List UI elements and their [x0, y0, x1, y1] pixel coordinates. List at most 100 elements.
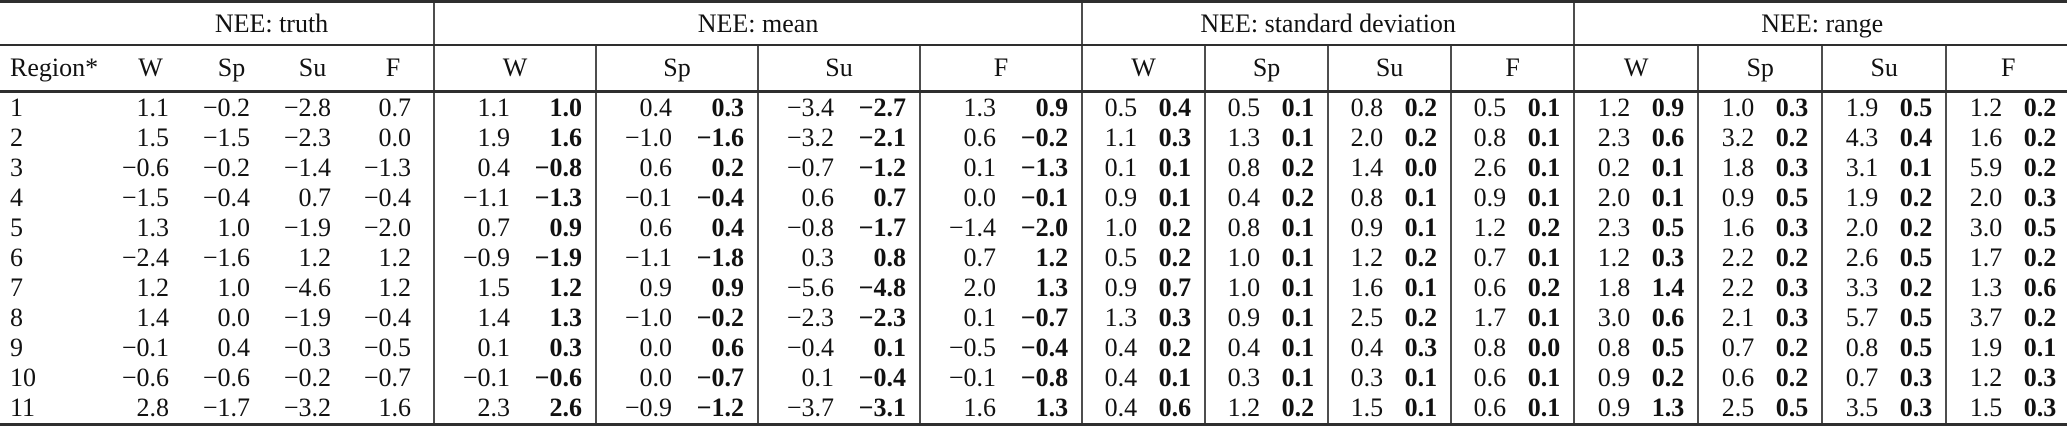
mean-sp-cell-bold: −1.6	[696, 123, 744, 152]
sd-su-cell-bold: 0.1	[1404, 213, 1438, 242]
mean-su-cell-bold: −2.7	[858, 93, 906, 122]
region-cell: 3	[10, 153, 23, 182]
sd-w-cell-plain: 0.1	[1081, 153, 1150, 183]
sd-w-cell-plain: 1.1	[1081, 123, 1150, 153]
range-f-cell-bold: 0.2	[2023, 93, 2057, 122]
mean-su-cell-bold: 0.7	[873, 183, 907, 212]
truth-w-cell: 1.5	[136, 123, 170, 152]
region-cell: 10	[10, 363, 36, 392]
sd-su-cell-bold: 0.1	[1404, 393, 1438, 422]
range-w-cell-plain: 1.8	[1573, 273, 1643, 303]
sd-f-cell-bold: 0.0	[1527, 333, 1561, 362]
sd-sp-cell-bold: 0.1	[1281, 213, 1315, 242]
range-w-cell-plain: 1.2	[1573, 91, 1643, 123]
mean-w-cell-bold: −1.9	[534, 243, 582, 272]
truth-su-cell: −2.3	[283, 123, 331, 152]
sd-f-cell-bold: 0.1	[1527, 243, 1561, 272]
truth-su-cell: 0.7	[298, 183, 332, 212]
range-f-cell-plain: 5.9	[1945, 153, 2015, 183]
range-sp-cell-plain: 0.9	[1697, 183, 1767, 213]
truth-w-cell: −0.6	[121, 153, 169, 182]
mean-f-cell-bold: −0.1	[1020, 183, 1069, 212]
mean-w-cell-plain: −1.1	[433, 183, 522, 213]
table-row: 1 1.1 −0.2 −2.8 0.7 1.1 1.0 0.4 0.3 −3.4 −2.7 1.3 0.…	[0, 91, 2067, 123]
sd-su-cell-plain: 2.5	[1327, 303, 1396, 333]
sd-su-cell-bold: 0.1	[1404, 363, 1438, 392]
group-header-truth: NEE: truth	[110, 1, 434, 46]
range-sp-cell-bold: 0.2	[1775, 363, 1809, 392]
sd-f-cell-bold: 0.1	[1527, 93, 1561, 122]
mean-f-cell-plain: −0.1	[919, 363, 1008, 393]
region-cell: 1	[10, 93, 23, 122]
mean-f-cell-bold: −0.4	[1020, 333, 1069, 362]
range-w-cell-bold: 0.1	[1651, 153, 1685, 182]
mean-f-cell-bold: −0.2	[1020, 123, 1069, 152]
sd-sp-cell-plain: 0.4	[1204, 333, 1273, 363]
range-w-cell-plain: 0.2	[1573, 153, 1643, 183]
range-w-cell-bold: 1.4	[1651, 273, 1685, 302]
mean-f-cell-plain: 0.6	[919, 123, 1008, 153]
sd-season-header-su: Su	[1327, 45, 1452, 93]
range-sp-cell-bold: 0.2	[1775, 123, 1809, 152]
group-header-range: NEE: range	[1573, 1, 2067, 46]
truth-su-cell: −0.3	[283, 333, 331, 362]
season-header-row: Region* W Sp Su F W Sp Su F W Sp Su F W …	[0, 45, 2067, 93]
sd-sp-cell-bold: 0.1	[1281, 363, 1315, 392]
sd-sp-cell-plain: 0.4	[1204, 183, 1273, 213]
mean-sp-cell-bold: −0.4	[696, 183, 744, 212]
truth-su-cell: −3.2	[283, 393, 331, 422]
table-row: 11 2.8 −1.7 −3.2 1.6 2.3 2.6 −0.9 −1.2 −3.7 −3.1 1.…	[0, 393, 2067, 425]
mean-sp-cell-plain: −0.1	[595, 183, 684, 213]
sd-f-cell-plain: 0.6	[1450, 273, 1519, 303]
truth-su-cell: 1.2	[298, 243, 332, 272]
sd-f-cell-bold: 0.2	[1527, 213, 1561, 242]
truth-f-cell: 1.2	[378, 243, 412, 272]
truth-sp-cell: −1.5	[202, 123, 250, 152]
mean-sp-cell-bold: −0.2	[696, 303, 744, 332]
mean-season-header-su: Su	[757, 45, 920, 93]
table-row: 2 1.5 −1.5 −2.3 0.0 1.9 1.6 −1.0 −1.6 −3.2 −2.1 0.6…	[0, 123, 2067, 153]
range-f-cell-bold: 0.2	[2023, 303, 2057, 332]
mean-w-cell-plain: 1.9	[433, 123, 522, 153]
sd-w-cell-bold: 0.6	[1158, 393, 1192, 422]
sd-sp-cell-bold: 0.2	[1281, 183, 1315, 212]
truth-su-cell: −2.8	[283, 93, 331, 122]
mean-w-cell-plain: 1.4	[433, 303, 522, 333]
mean-su-cell-plain: −3.4	[757, 91, 846, 123]
range-su-cell-bold: 0.5	[1899, 303, 1933, 332]
range-su-cell-bold: 0.2	[1899, 273, 1933, 302]
sd-w-cell-plain: 0.4	[1081, 333, 1150, 363]
table-row: 5 1.3 1.0 −1.9 −2.0 0.7 0.9 0.6 0.4 −0.8 −1.7 −1.4−…	[0, 213, 2067, 243]
range-f-cell-bold: 0.3	[2023, 363, 2057, 392]
region-cell: 2	[10, 123, 23, 152]
range-f-cell-plain: 1.5	[1945, 393, 2015, 425]
mean-su-cell-bold: −2.1	[858, 123, 906, 152]
table-row: 3 −0.6 −0.2 −1.4 −1.3 0.4 −0.8 0.6 0.2 −0.7 −1.2 0.…	[0, 153, 2067, 183]
range-sp-cell-plain: 1.6	[1697, 213, 1767, 243]
mean-su-cell-plain: −2.3	[757, 303, 846, 333]
sd-f-cell-plain: 1.2	[1450, 213, 1519, 243]
range-sp-cell-plain: 0.6	[1697, 363, 1767, 393]
range-su-cell-bold: 0.5	[1899, 333, 1933, 362]
mean-su-cell-bold: −1.7	[858, 213, 906, 242]
range-f-cell-plain: 1.6	[1945, 123, 2015, 153]
sd-sp-cell-plain: 1.3	[1204, 123, 1273, 153]
range-su-cell-bold: 0.3	[1899, 363, 1933, 392]
mean-f-cell-bold: 1.3	[1035, 273, 1069, 302]
range-w-cell-plain: 2.0	[1573, 183, 1643, 213]
range-w-cell-bold: 0.5	[1651, 333, 1685, 362]
sd-w-cell-plain: 0.5	[1081, 243, 1150, 273]
mean-su-cell-plain: −0.4	[757, 333, 846, 363]
truth-f-cell: 0.0	[378, 123, 412, 152]
sd-w-cell-bold: 0.2	[1158, 333, 1192, 362]
sd-f-cell-bold: 0.1	[1527, 123, 1561, 152]
range-f-cell-plain: 1.9	[1945, 333, 2015, 363]
range-f-cell-bold: 0.3	[2023, 393, 2057, 422]
table-body: 1 1.1 −0.2 −2.8 0.7 1.1 1.0 0.4 0.3 −3.4 −2.7 1.3 0.…	[0, 91, 2067, 425]
truth-season-header-f: F	[353, 45, 434, 93]
mean-sp-cell-plain: 0.0	[595, 363, 684, 393]
sd-su-cell-plain: 0.8	[1327, 91, 1396, 123]
range-su-cell-bold: 0.3	[1899, 393, 1933, 422]
range-f-cell-plain: 1.2	[1945, 363, 2015, 393]
region-cell: 11	[10, 393, 36, 422]
